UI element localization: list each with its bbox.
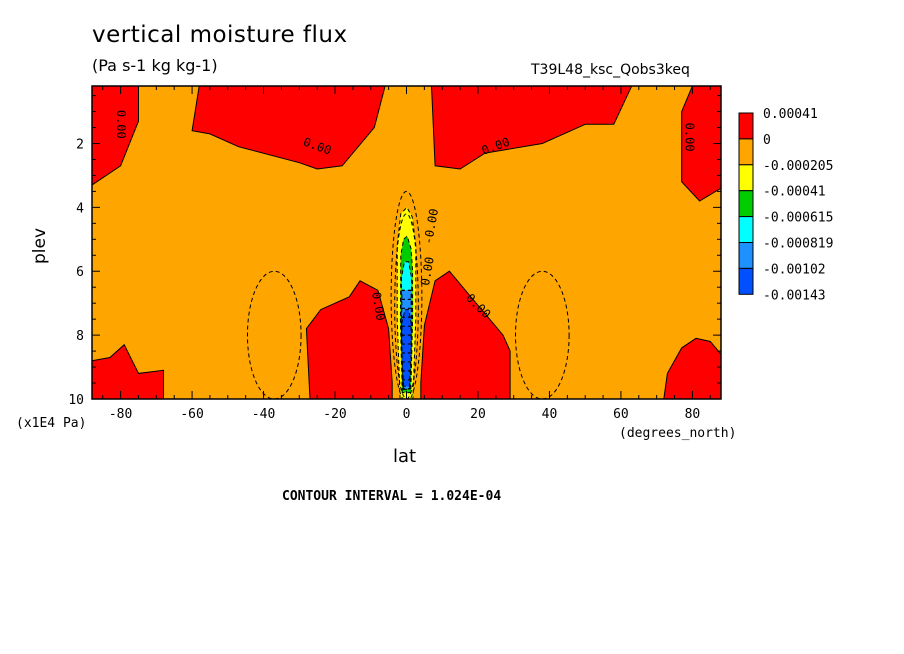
y-tick-label-10: 10 — [68, 393, 84, 408]
negative-contour-lines — [246, 190, 570, 399]
contour-fills — [92, 86, 721, 399]
region-positive-1 — [191, 86, 386, 170]
legend-label-4: -0.000615 — [763, 211, 833, 226]
contour-label-3: 0.00 — [682, 123, 696, 152]
dashed-contour-1 — [394, 213, 419, 399]
legend-swatch-1 — [738, 138, 754, 166]
y-axis-unit: (x1E4 Pa) — [16, 416, 87, 431]
x-tick-label-60: 60 — [613, 407, 629, 422]
colorbar-legend: 0.00041 0 -0.000205 -0.00041 -0.000615 -0.000… — [738, 107, 833, 303]
legend-label-3: -0.00041 — [763, 185, 826, 200]
chart-title: vertical moisture flux — [92, 22, 348, 48]
legend-label-7: -0.00143 — [763, 288, 826, 303]
region-negative-12 — [401, 309, 412, 387]
legend-label-1: 0 — [763, 133, 771, 148]
x-tick-label--80: -80 — [109, 407, 132, 422]
region-positive-2 — [430, 86, 633, 170]
legend-swatch-0 — [738, 112, 754, 140]
region-positive-7 — [663, 337, 721, 399]
run-id: T39L48_ksc_Qobs3keq — [531, 62, 690, 78]
x-tick-label--20: -20 — [323, 407, 346, 422]
dashed-contour-0 — [390, 190, 423, 399]
legend-swatch-3 — [738, 190, 754, 218]
contour-interval: CONTOUR INTERVAL = 1.024E-04 — [282, 489, 502, 504]
dashed-contour-3 — [515, 270, 570, 399]
x-axis-ticks: -80 -60 -40 -20 0 20 40 60 80 — [102, 86, 711, 422]
legend-swatch-2 — [738, 164, 754, 192]
y-tick-label-6: 6 — [76, 265, 84, 280]
dashed-contour-2 — [246, 270, 302, 399]
y-axis-ticks: 2 4 6 8 10 — [68, 95, 721, 408]
x-tick-label-0: 0 — [403, 407, 411, 422]
region-positive-4 — [305, 280, 393, 399]
x-tick-label-20: 20 — [470, 407, 486, 422]
region-positive-0 — [92, 86, 139, 186]
region-positive-3 — [681, 86, 721, 202]
region-positive-5 — [420, 270, 511, 399]
legend-swatch-6 — [738, 267, 754, 295]
chart-subtitle: (Pa s-1 kg kg-1) — [92, 56, 218, 75]
contour-label-4: 0.00 — [369, 291, 388, 322]
legend-swatch-5 — [738, 242, 754, 269]
x-tick-label--60: -60 — [180, 407, 203, 422]
x-tick-label--40: -40 — [252, 407, 275, 422]
region-positive-6 — [92, 343, 164, 399]
legend-swatch-4 — [738, 216, 754, 244]
y-tick-label-2: 2 — [76, 137, 84, 152]
legend-label-2: -0.000205 — [763, 159, 833, 174]
legend-label-0: 0.00041 — [763, 107, 818, 122]
y-tick-label-4: 4 — [76, 201, 84, 216]
y-tick-label-8: 8 — [76, 329, 84, 344]
x-axis-label: lat — [393, 446, 417, 467]
x-tick-label-80: 80 — [685, 407, 701, 422]
contour-label-7: -0.00 — [421, 207, 441, 245]
legend-label-6: -0.00102 — [763, 262, 826, 277]
x-axis-unit: (degrees_north) — [619, 426, 737, 441]
legend-label-5: -0.000819 — [763, 237, 833, 252]
contour-label-0: 0.00 — [114, 110, 128, 139]
x-tick-label-40: 40 — [542, 407, 558, 422]
contour-label-6: 0.00 — [418, 256, 437, 287]
